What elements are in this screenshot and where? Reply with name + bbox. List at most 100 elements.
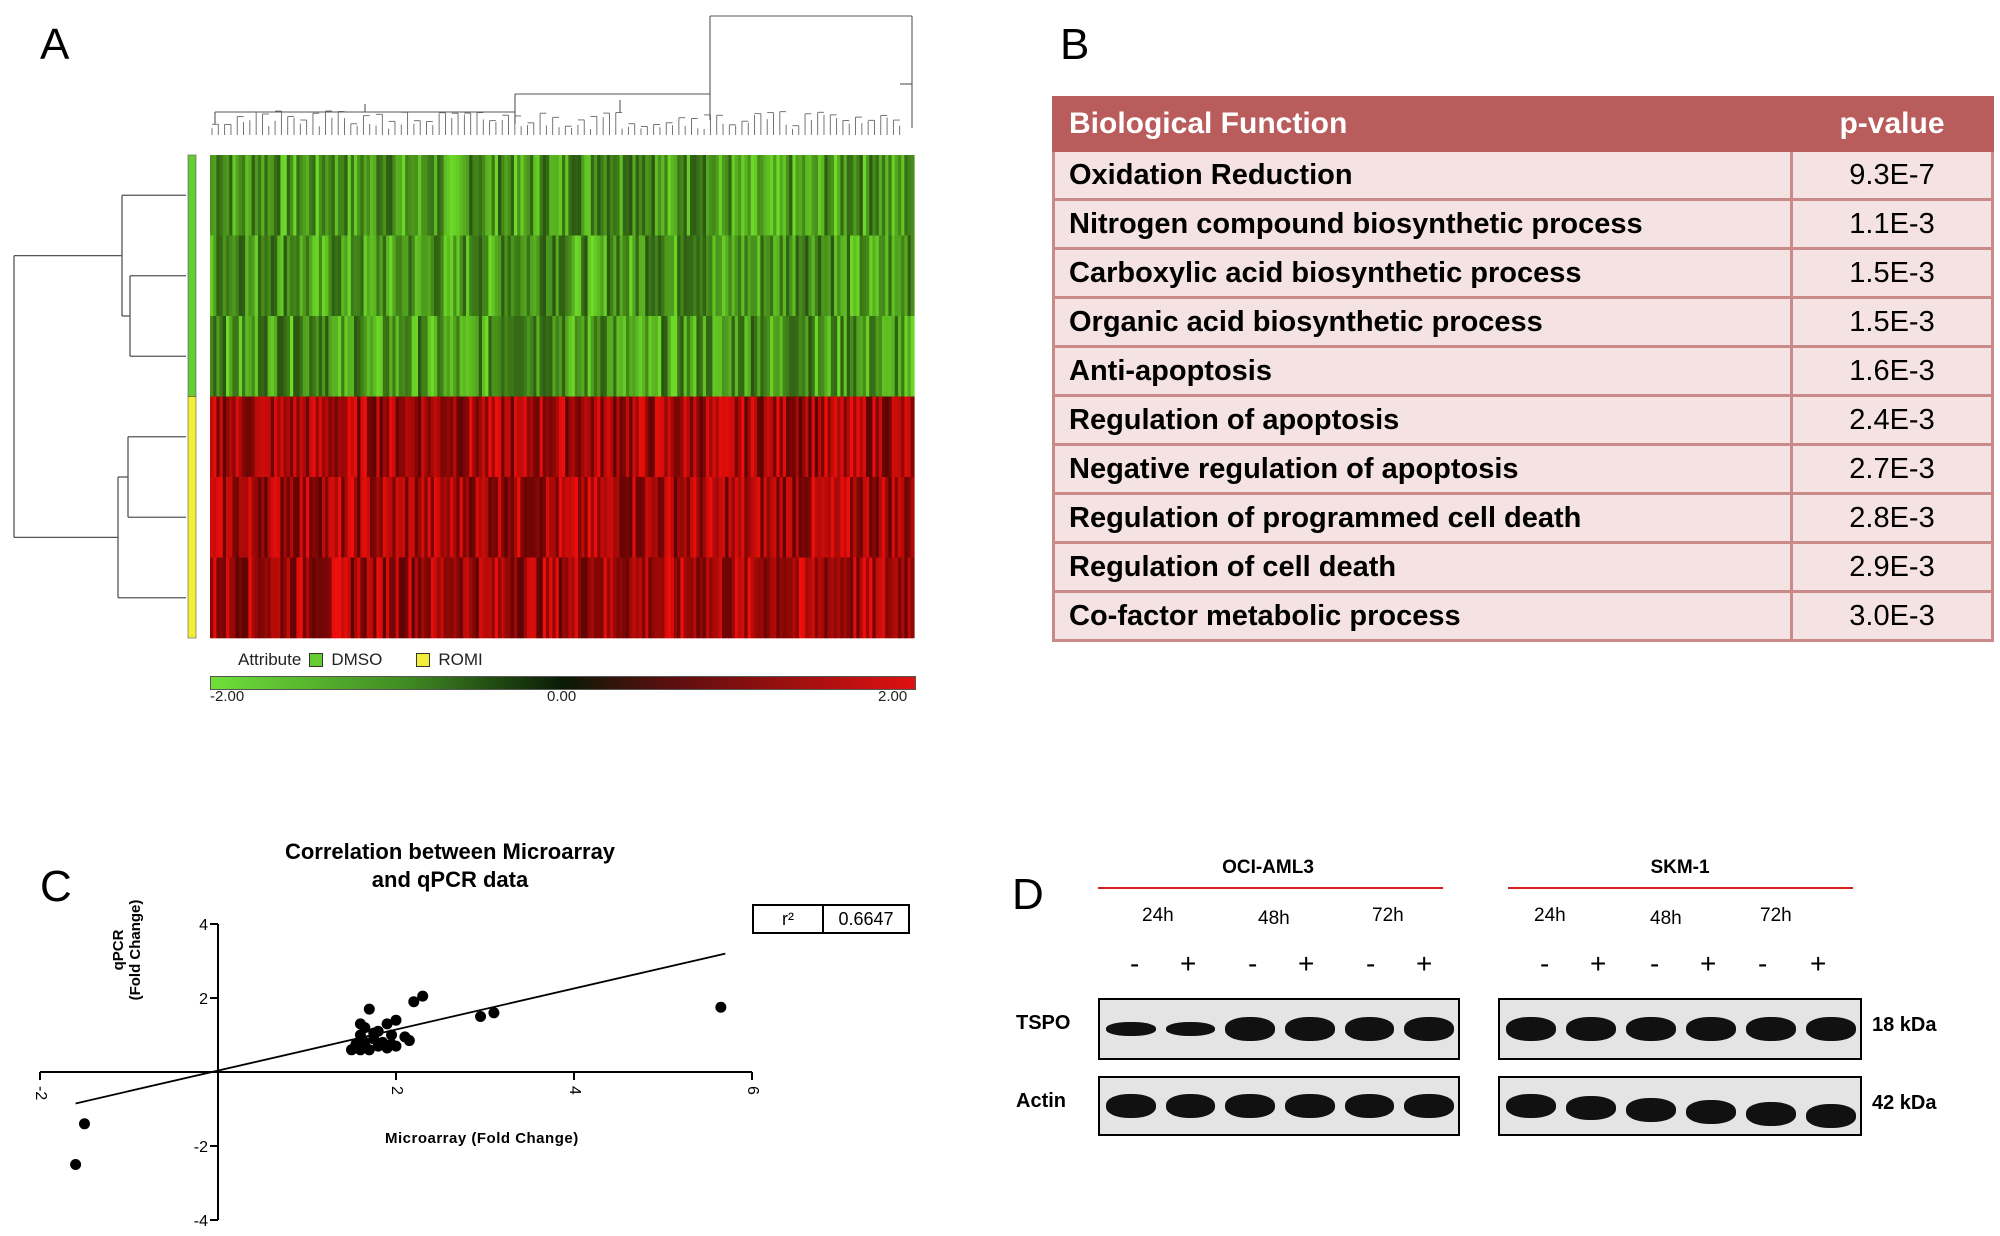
heatmap-cell: [347, 396, 352, 478]
heatmap-cell: [514, 557, 518, 639]
heatmap-cell: [613, 477, 617, 558]
heatmap-cell: [798, 396, 803, 478]
heatmap-cell: [552, 477, 557, 558]
heatmap-cell: [322, 155, 326, 236]
heatmap-cell: [210, 235, 214, 317]
heatmap-cell: [635, 155, 640, 236]
time-label: 72h: [1372, 905, 1404, 926]
heatmap-cell: [840, 235, 845, 317]
heatmap-cell: [859, 396, 864, 478]
heatmap-cell: [770, 557, 774, 639]
heatmap-cell: [693, 235, 697, 317]
heatmap-cell: [738, 396, 742, 478]
time-label: 24h: [1142, 905, 1174, 926]
heatmap-cell: [456, 396, 461, 478]
heatmap-cell: [514, 235, 518, 317]
blot-band: [1506, 1094, 1556, 1118]
heatmap-cell: [677, 477, 681, 558]
heatmap-cell: [210, 477, 214, 558]
heatmap-cell: [414, 477, 419, 558]
heatmap-cell: [866, 396, 870, 478]
blot-band: [1165, 1022, 1216, 1036]
heatmap-cell: [664, 396, 669, 478]
heatmap-cell: [702, 396, 707, 478]
heatmap-cell: [344, 396, 349, 478]
heatmap-cell: [530, 316, 534, 397]
heatmap-cell: [648, 316, 653, 397]
heatmap-cell: [821, 235, 825, 317]
blot-band: [1106, 1094, 1156, 1118]
heatmap-cell: [542, 316, 547, 397]
heatmap-cell: [520, 235, 525, 317]
heatmap-cell: [872, 316, 877, 397]
heatmap-cell: [725, 477, 729, 558]
heatmap-cell: [818, 235, 822, 317]
heatmap-cell: [818, 155, 822, 236]
heatmap-figure: [13, 15, 915, 639]
heatmap-cell: [597, 557, 601, 639]
heatmap-cell: [290, 396, 294, 478]
heatmap-cell: [510, 316, 515, 397]
heatmap-cell: [814, 235, 819, 317]
heatmap-cell: [712, 396, 717, 478]
heatmap-cell: [738, 235, 742, 317]
heatmap-cell: [549, 155, 553, 236]
heatmap-cell: [318, 557, 323, 639]
function-cell: Regulation of apoptosis: [1052, 394, 1793, 446]
heatmap-cell: [475, 235, 480, 317]
blot-band: [1746, 1017, 1796, 1041]
heatmap-cell: [885, 155, 889, 236]
heatmap-cell: [514, 477, 518, 558]
heatmap-cell: [251, 316, 256, 397]
color-scale-bar: [210, 676, 916, 690]
heatmap-cell: [386, 557, 390, 639]
heatmap-cell: [779, 155, 784, 236]
heatmap-cell: [878, 396, 883, 478]
row-dendrogram: [13, 194, 186, 599]
heatmap-cell: [232, 235, 237, 317]
heatmap-cell: [654, 396, 659, 478]
heatmap-cell: [357, 235, 361, 317]
heatmap-cell: [562, 235, 566, 317]
heatmap-cell: [446, 316, 451, 397]
heatmap-cell: [562, 557, 566, 639]
heatmap-cell: [469, 155, 473, 236]
heatmap-cell: [629, 155, 633, 236]
heatmap-cell: [725, 557, 729, 639]
heatmap-cell: [450, 155, 454, 236]
heatmap-cell: [226, 477, 230, 558]
heatmap-cell: [517, 155, 521, 236]
heatmap-cell: [590, 155, 595, 236]
heatmap-cell: [360, 396, 365, 478]
heatmap-cell: [379, 477, 384, 558]
heatmap-cell: [843, 155, 848, 236]
heatmap-cell: [363, 396, 368, 478]
heatmap-cell: [891, 396, 896, 478]
table-row: Negative regulation of apoptosis 2.7E-3: [1052, 443, 1994, 495]
heatmap-cell: [328, 396, 333, 478]
heatmap-cell: [395, 396, 400, 478]
heatmap-cell: [869, 316, 873, 397]
heatmap-cell: [901, 316, 905, 397]
heatmap-cell: [475, 155, 480, 236]
heatmap-cell: [574, 557, 579, 639]
heatmap-cell: [238, 396, 243, 478]
heatmap-cell: [706, 155, 710, 236]
pvalue-cell: 1.1E-3: [1790, 198, 1994, 250]
heatmap-cell: [821, 477, 825, 558]
heatmap-cell: [283, 155, 288, 236]
heatmap-cell: [549, 477, 553, 558]
heatmap-cell: [485, 235, 489, 317]
heatmap-cell: [277, 477, 281, 558]
heatmap-cell: [776, 557, 781, 639]
heatmap-cell: [786, 396, 790, 478]
heatmap-cell: [376, 477, 381, 558]
heatmap-cell: [786, 316, 790, 397]
heatmap-cell: [622, 316, 627, 397]
data-point: [368, 1027, 380, 1039]
heatmap-cell: [408, 396, 413, 478]
heatmap-cell: [216, 235, 221, 317]
heatmap-cell: [373, 557, 377, 639]
heatmap-cell: [661, 477, 665, 558]
heatmap-cell: [366, 557, 371, 639]
